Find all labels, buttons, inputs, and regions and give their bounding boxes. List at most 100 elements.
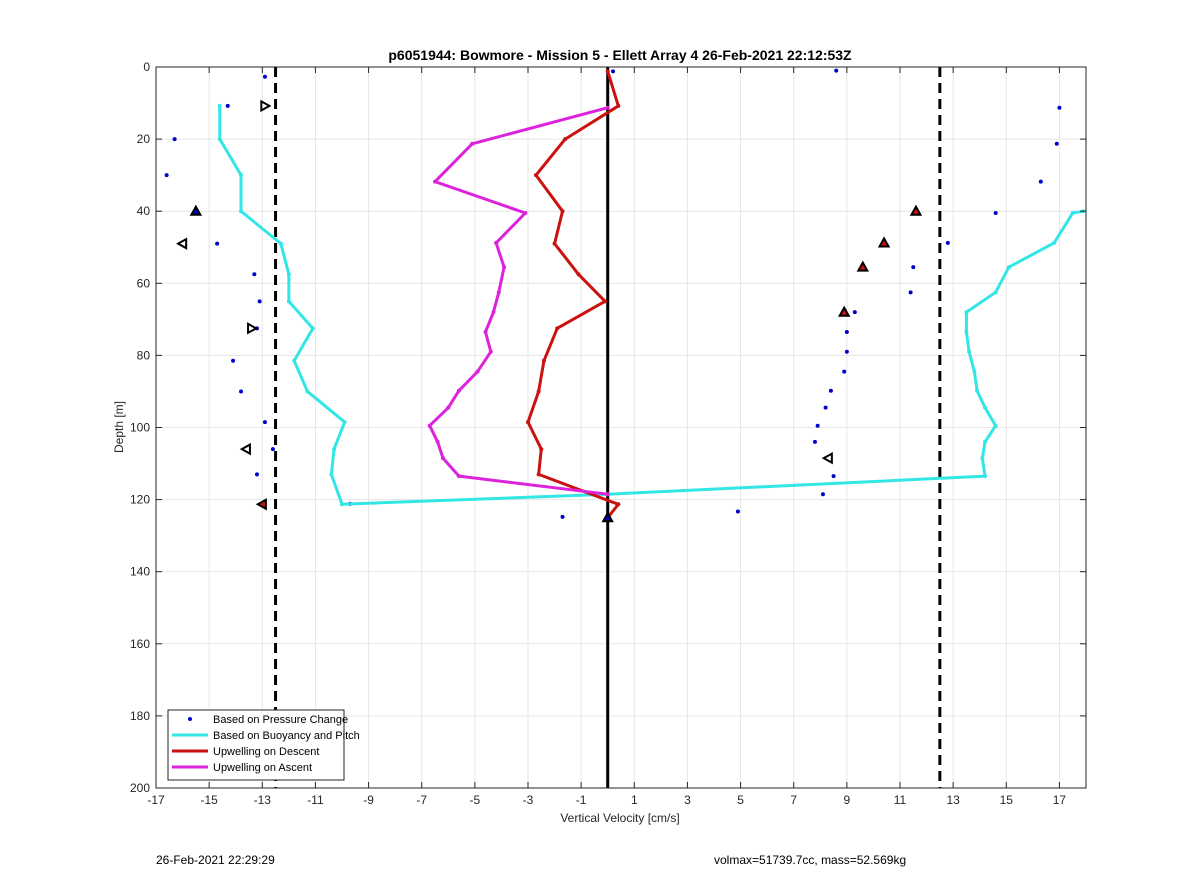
series-vertex bbox=[964, 310, 969, 315]
pressure-point bbox=[834, 68, 839, 73]
series-vertex bbox=[975, 388, 980, 393]
series-vertex bbox=[539, 447, 544, 452]
x-tick-label: 5 bbox=[737, 793, 744, 807]
y-tick-label: 0 bbox=[143, 60, 150, 74]
series-vertex bbox=[533, 173, 538, 178]
plot-frame bbox=[155, 66, 1087, 789]
series-vertex bbox=[305, 389, 310, 394]
pressure-point bbox=[1057, 105, 1062, 110]
axis-ticks: -17 -15 -13 -11 -9 -7 -5 -3 -1 1 3 5 7 9 11 13 15 1702040… bbox=[130, 60, 1086, 807]
reference-lines bbox=[274, 67, 942, 788]
series-vertex bbox=[1006, 265, 1011, 270]
series-vertex bbox=[332, 447, 337, 452]
pressure-point bbox=[820, 492, 825, 497]
legend-label: Upwelling on Descent bbox=[213, 746, 319, 758]
pressure-point bbox=[231, 358, 236, 363]
up-triangle-marker bbox=[189, 204, 203, 216]
x-tick-label: 7 bbox=[790, 793, 797, 807]
series-vertex bbox=[433, 179, 437, 184]
pressure-point bbox=[254, 472, 259, 477]
x-tick-label: -17 bbox=[147, 793, 165, 807]
footer-volmax-mass: volmax=51739.7cc, mass=52.569kg bbox=[714, 853, 907, 867]
series-vertex bbox=[329, 472, 334, 477]
series-vertex bbox=[616, 502, 621, 507]
left-triangle-marker bbox=[176, 237, 188, 250]
y-axis-label: Depth [m] bbox=[112, 401, 126, 453]
x-tick-label: -3 bbox=[523, 793, 534, 807]
pressure-point bbox=[270, 447, 275, 452]
series-vertex bbox=[983, 439, 988, 444]
series-vertex bbox=[536, 472, 541, 477]
pressure-point bbox=[262, 420, 267, 425]
series-vertex bbox=[576, 272, 581, 277]
left-triangle-marker bbox=[821, 451, 833, 465]
x-tick-label: 9 bbox=[844, 793, 851, 807]
up-triangle-marker bbox=[601, 511, 614, 523]
series-vertex bbox=[488, 349, 493, 354]
series-vertex bbox=[440, 456, 445, 461]
y-tick-label: 20 bbox=[137, 132, 151, 146]
left-triangle-marker bbox=[255, 498, 267, 511]
up-triangle-marker bbox=[838, 305, 851, 317]
pressure-point bbox=[852, 310, 857, 315]
chart-title: p6051944: Bowmore - Mission 5 - Ellett A… bbox=[388, 47, 852, 63]
x-tick-label: -5 bbox=[470, 793, 481, 807]
series-vertex bbox=[552, 241, 557, 246]
pressure-point bbox=[262, 74, 267, 79]
marker-layer bbox=[176, 99, 923, 523]
pressure-point bbox=[257, 299, 262, 304]
series-vertex bbox=[616, 103, 621, 108]
series-vertex bbox=[456, 474, 461, 479]
pressure-point bbox=[823, 405, 828, 410]
right-triangle-marker bbox=[247, 322, 259, 335]
x-tick-label: 1 bbox=[631, 793, 638, 807]
series-vertex bbox=[980, 456, 985, 461]
series-vertex bbox=[456, 388, 461, 393]
series-vertex bbox=[993, 290, 998, 295]
x-tick-label: 15 bbox=[1000, 793, 1014, 807]
y-tick-label: 160 bbox=[130, 637, 150, 651]
pressure-point bbox=[164, 173, 169, 178]
series-vertex bbox=[239, 209, 244, 214]
series-vertex bbox=[993, 423, 998, 428]
series-vertex bbox=[286, 272, 291, 277]
series-vertex bbox=[605, 492, 610, 497]
pressure-point bbox=[842, 369, 847, 374]
y-tick-label: 60 bbox=[137, 276, 151, 290]
x-tick-label: -15 bbox=[200, 793, 218, 807]
pressure-point bbox=[908, 290, 913, 295]
pressure-point bbox=[945, 240, 950, 245]
y-tick-label: 100 bbox=[130, 421, 150, 435]
series-vertex bbox=[983, 405, 988, 410]
pressure-point bbox=[215, 241, 220, 246]
pressure-point bbox=[844, 329, 849, 334]
pressure-point bbox=[1054, 141, 1059, 146]
y-tick-label: 80 bbox=[137, 348, 151, 362]
series-vertex bbox=[605, 69, 610, 74]
y-tick-label: 180 bbox=[130, 709, 150, 723]
x-tick-label: -1 bbox=[576, 793, 587, 807]
y-tick-label: 40 bbox=[137, 204, 151, 218]
pressure-point bbox=[225, 103, 230, 108]
series-vertex bbox=[1070, 211, 1075, 216]
series-vertex bbox=[563, 137, 568, 142]
series-vertex bbox=[526, 420, 530, 425]
series-vertex bbox=[496, 290, 501, 295]
pressure-point bbox=[239, 389, 244, 394]
y-tick-label: 200 bbox=[130, 781, 150, 795]
footer-timestamp: 26-Feb-2021 22:29:29 bbox=[156, 853, 275, 867]
pressure-point bbox=[815, 423, 820, 428]
x-tick-label: -13 bbox=[254, 793, 272, 807]
pressure-point bbox=[844, 349, 849, 354]
left-triangle-marker bbox=[239, 442, 251, 456]
series-line bbox=[218, 105, 1084, 506]
y-tick-label: 120 bbox=[130, 493, 150, 507]
pressure-point bbox=[1038, 179, 1043, 184]
pressure-point bbox=[252, 272, 257, 277]
series-vertex bbox=[427, 423, 432, 428]
pressure-point bbox=[560, 514, 565, 519]
series-vertex bbox=[541, 358, 546, 363]
series-vertex bbox=[603, 299, 608, 304]
pressure-point bbox=[911, 265, 916, 270]
x-axis-label: Vertical Velocity [cm/s] bbox=[560, 811, 679, 825]
